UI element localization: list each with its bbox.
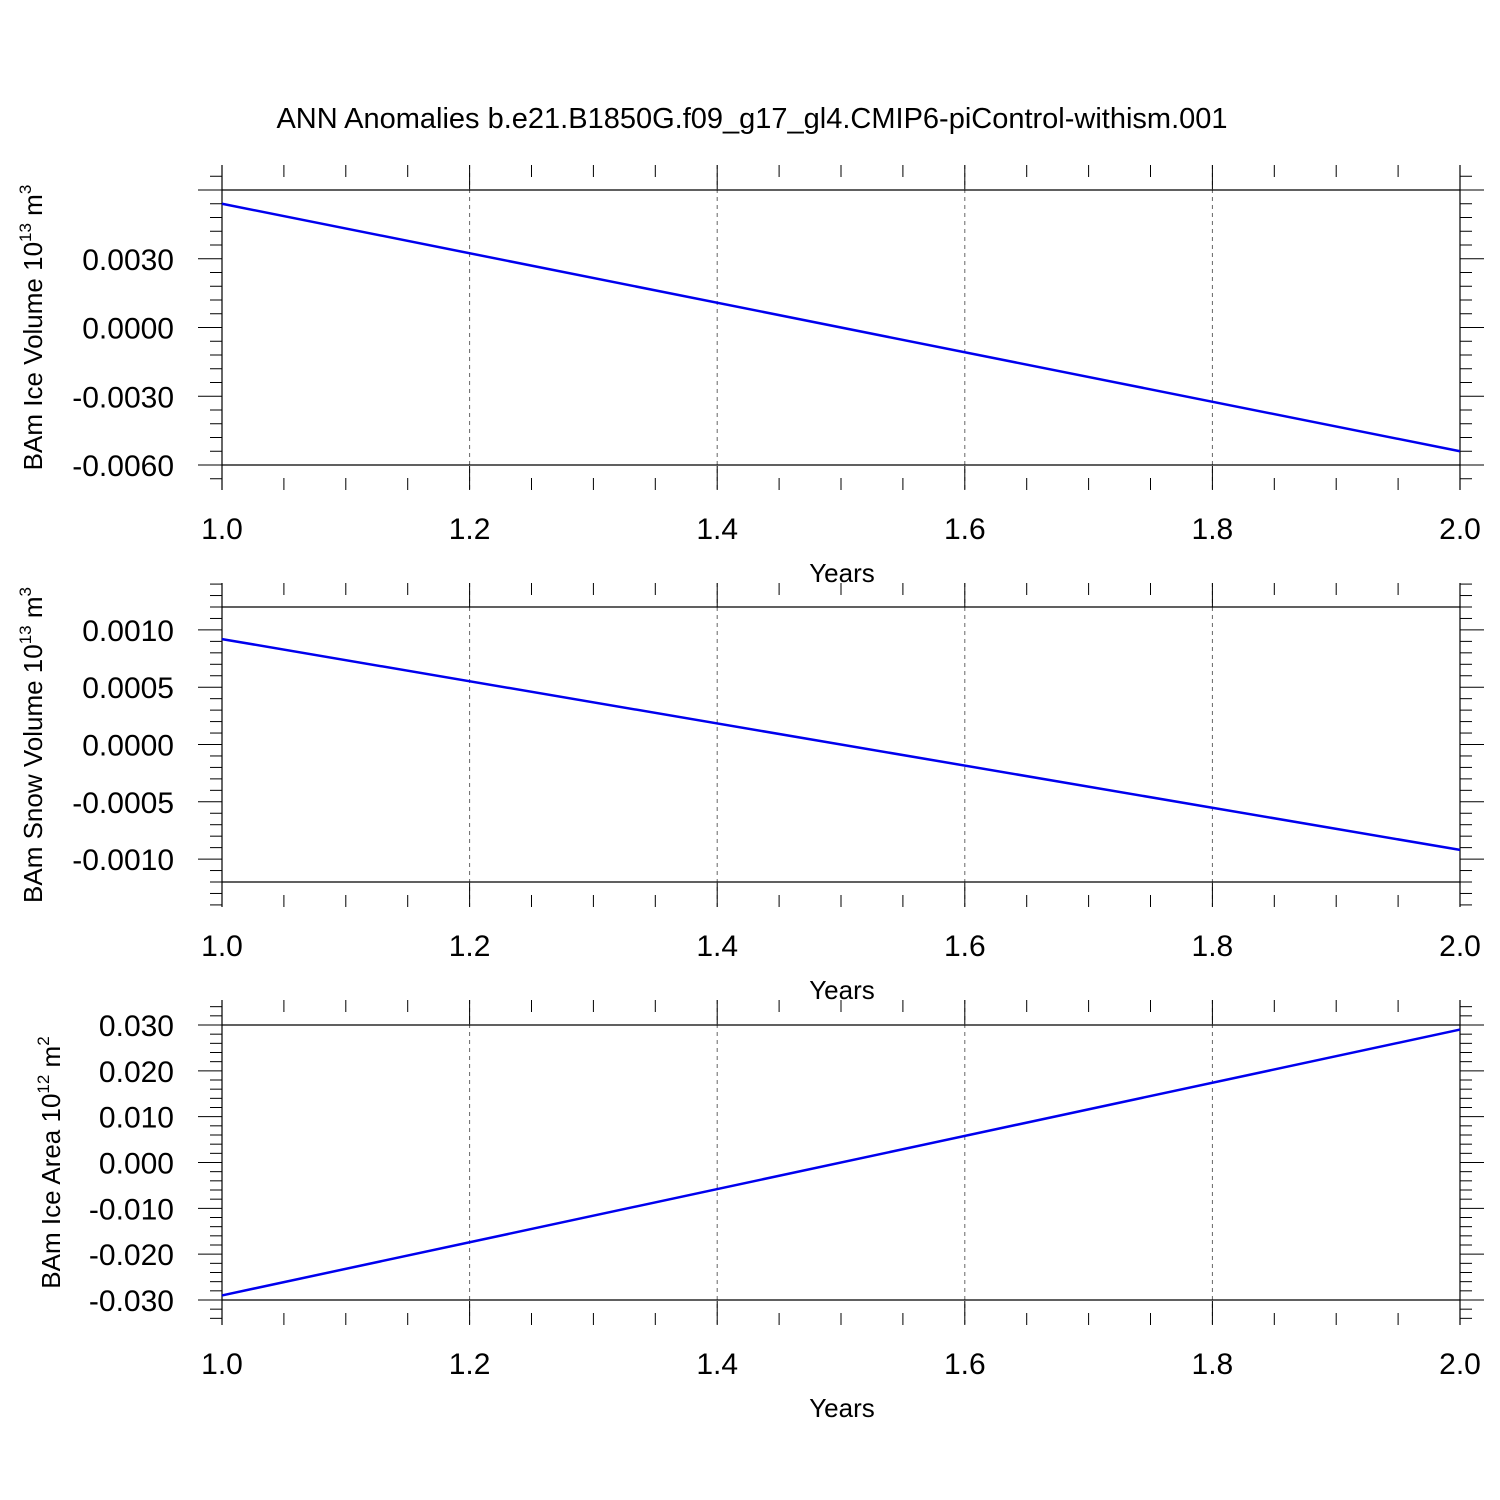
figure-title: ANN Anomalies b.e21.B1850G.f09_g17_gl4.C… [276, 103, 1227, 135]
y-tick-label: 0.030 [99, 1010, 174, 1043]
x-tick-label: 1.0 [201, 1348, 243, 1381]
y-axis-label-unit: m [36, 1046, 66, 1075]
x-axis-label: Years [809, 975, 875, 1005]
y-axis-label: BAm Ice Area 1012 m2 [34, 1036, 66, 1288]
y-axis-label: BAm Snow Volume 1013 m3 [16, 587, 48, 903]
y-tick-label: -0.030 [89, 1285, 174, 1318]
y-tick-label: -0.0005 [72, 787, 174, 820]
x-tick-label: 1.8 [1192, 930, 1234, 963]
x-tick-label: 1.0 [201, 930, 243, 963]
x-tick-label: 1.6 [944, 930, 986, 963]
y-tick-label: -0.0030 [72, 381, 174, 414]
y-axis-label-exp: 13 [16, 223, 35, 242]
x-tick-label: 2.0 [1439, 1348, 1481, 1381]
x-tick-label: 1.0 [201, 513, 243, 546]
y-tick-label: 0.0005 [82, 672, 174, 705]
series-line [221, 1028, 1461, 1297]
x-tick-label: 2.0 [1439, 513, 1481, 546]
x-tick-label: 1.2 [449, 930, 491, 963]
x-axis-label: Years [809, 558, 875, 588]
x-tick-label: 1.6 [944, 1348, 986, 1381]
y-tick-label: -0.020 [89, 1239, 174, 1272]
y-tick-label: -0.010 [89, 1193, 174, 1226]
y-tick-label: 0.0000 [82, 313, 174, 346]
y-axis-label-main: BAm Ice Area 10 [36, 1094, 66, 1289]
y-tick-label: 0.020 [99, 1056, 174, 1089]
x-tick-label: 1.4 [696, 513, 738, 546]
y-axis-label-main: BAm Ice Volume 10 [18, 242, 48, 470]
x-tick-label: 1.6 [944, 513, 986, 546]
chart-panel-2: 0.0010 0.0005 0.0000 -0.0005 -0.0010 1.0 1.2 1.… [16, 583, 1484, 1005]
y-axis-label-exp: 13 [16, 625, 35, 644]
y-axis-label-unit: m [18, 194, 48, 223]
y-tick-label: 0.010 [99, 1102, 174, 1135]
x-tick-label: 1.8 [1192, 1348, 1234, 1381]
series-line [221, 637, 1461, 852]
y-axis-label-main: BAm Snow Volume 10 [18, 644, 48, 903]
y-axis-label-unit-exp: 3 [16, 587, 35, 596]
x-axis-label: Years [809, 1393, 875, 1423]
y-axis-label-unit: m [18, 596, 48, 625]
y-tick-label: 0.0030 [82, 244, 174, 277]
y-axis-label: BAm Ice Volume 1013 m3 [16, 185, 48, 471]
x-tick-label: 1.4 [696, 930, 738, 963]
panels: 0.0030 0.0000 -0.0030 -0.0060 1.0 1.2 1.4 1.6 1.… [16, 165, 1484, 1423]
y-tick-label: 0.000 [99, 1148, 174, 1181]
x-tick-label: 1.2 [449, 1348, 491, 1381]
y-axis-label-exp: 12 [34, 1075, 53, 1094]
chart-panel-1: 0.0030 0.0000 -0.0030 -0.0060 1.0 1.2 1.4 1.6 1.… [16, 165, 1484, 588]
y-axis-label-unit-exp: 2 [34, 1036, 53, 1045]
x-tick-label: 2.0 [1439, 930, 1481, 963]
y-tick-label: 0.0010 [82, 615, 174, 648]
y-tick-label: -0.0010 [72, 844, 174, 877]
x-tick-label: 1.4 [696, 1348, 738, 1381]
x-tick-label: 1.2 [449, 513, 491, 546]
x-tick-label: 1.8 [1192, 513, 1234, 546]
y-tick-label: 0.0000 [82, 730, 174, 763]
chart-panel-3: 0.030 0.020 0.010 0.000 -0.010 -0.020 -0.030 1.… [34, 1000, 1484, 1423]
y-tick-label: -0.0060 [72, 450, 174, 483]
y-axis-label-unit-exp: 3 [16, 185, 35, 194]
series-line [221, 202, 1461, 453]
